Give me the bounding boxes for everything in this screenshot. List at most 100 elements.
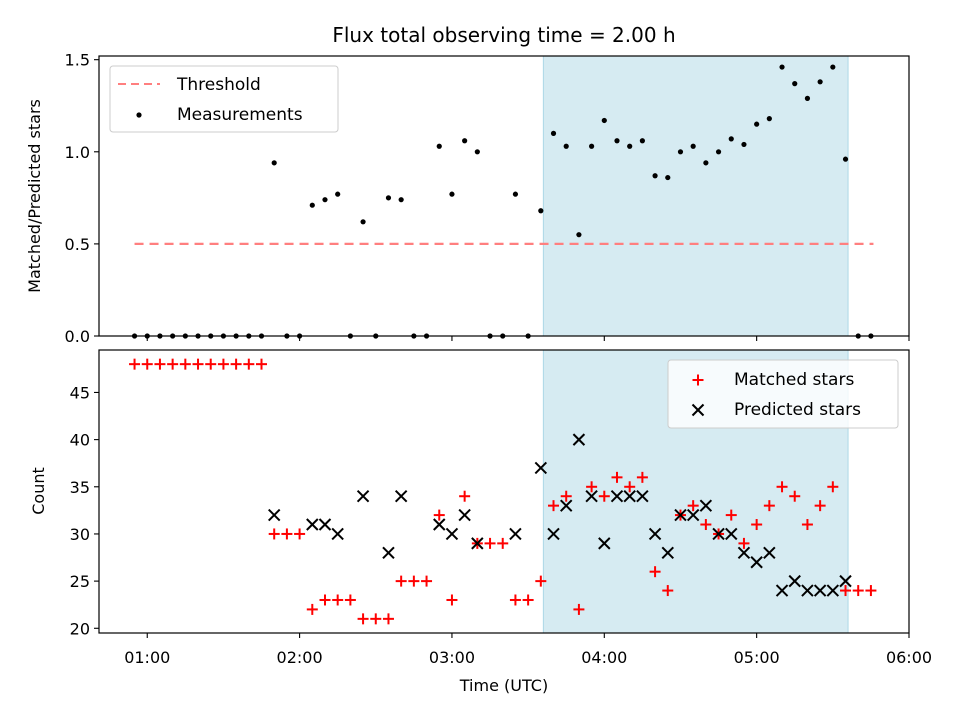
matched-point — [243, 358, 255, 370]
x-tick-label: 06:00 — [886, 648, 932, 667]
measurement-point — [576, 232, 582, 238]
measurement-point — [322, 197, 328, 203]
x-tick-label: 03:00 — [429, 648, 475, 667]
x-tick-label: 01:00 — [124, 648, 170, 667]
y-tick-label: 1.5 — [65, 51, 90, 70]
matched-point — [205, 358, 217, 370]
measurement-point — [601, 117, 607, 124]
measurement-point — [690, 143, 696, 149]
top-x-ticks — [146, 336, 910, 341]
measurement-point — [449, 191, 455, 197]
measurement-point — [512, 191, 519, 197]
predicted-point — [560, 499, 573, 512]
matched-point — [306, 603, 318, 615]
predicted-point — [839, 574, 852, 588]
predicted-point — [712, 527, 725, 541]
predicted-point — [636, 490, 649, 503]
predicted-point — [775, 584, 789, 597]
predicted-point — [598, 537, 611, 550]
matched-point — [268, 528, 280, 540]
top-legend-box — [109, 65, 339, 133]
measurement-point — [792, 81, 798, 87]
legend-measurements-label: Measurements — [177, 105, 303, 125]
predicted-point — [623, 490, 636, 503]
measurement-point — [779, 64, 785, 70]
measurement-point — [271, 160, 277, 166]
matched-point — [827, 481, 839, 493]
measurement-point — [652, 173, 658, 179]
legend-matched-swatch — [692, 374, 704, 386]
matched-point — [509, 594, 521, 606]
measurement-point — [360, 219, 366, 225]
matched-point — [497, 537, 509, 549]
y-tick-label: 45 — [70, 383, 90, 402]
predicted-point — [394, 490, 408, 503]
top-y-ticks: 0.0 0.5 1.0 1.5 — [65, 51, 99, 346]
measurement-point — [589, 143, 595, 149]
predicted-point — [331, 527, 344, 541]
predicted-point — [547, 527, 560, 541]
measurement-point — [627, 143, 633, 149]
predicted-point — [661, 546, 674, 560]
bottom-x-ticks: 01:00 02:00 03:00 04:00 05:00 06:00 — [124, 633, 932, 667]
measurement-point — [754, 121, 760, 127]
matched-point — [459, 490, 471, 502]
predicted-point — [737, 546, 751, 560]
measurement-point — [830, 64, 836, 70]
x-axis-label: Time (UTC) — [459, 676, 548, 695]
predicted-point — [674, 508, 687, 522]
matched-point — [636, 471, 648, 483]
matched-point — [852, 585, 864, 597]
matched-point — [294, 528, 306, 540]
top-panel: 0.0 0.5 1.0 1.5 Matched/Predicted stars Thr… — [25, 51, 910, 346]
matched-point — [281, 528, 293, 540]
matched-point — [421, 575, 433, 587]
bottom-y-ticks: 20 25 30 35 40 45 — [70, 383, 99, 638]
matched-point — [484, 537, 496, 549]
legend-measurements-swatch — [136, 112, 142, 118]
matched-point — [611, 471, 623, 483]
matched-point — [751, 519, 763, 531]
y-tick-label: 25 — [70, 572, 90, 591]
matched-point — [522, 594, 534, 606]
matched-point — [548, 500, 560, 512]
matched-point — [344, 594, 356, 606]
matched-point — [433, 509, 445, 521]
legend-predicted-marker — [691, 403, 705, 417]
predicted-point — [356, 490, 370, 503]
y-tick-label: 35 — [70, 478, 90, 497]
predicted-point — [648, 527, 662, 541]
matched-point — [840, 585, 852, 597]
measurement-point — [385, 195, 392, 201]
matched-point — [560, 490, 572, 502]
legend-predicted-swatch — [691, 403, 705, 417]
measurement-point — [563, 143, 569, 149]
y-tick-label: 30 — [70, 525, 90, 544]
measurement-point — [550, 130, 557, 136]
bottom-legend: Matched stars Predicted stars — [667, 359, 899, 429]
matched-point — [763, 500, 775, 512]
x-tick-label: 04:00 — [581, 648, 627, 667]
measurement-point — [728, 136, 734, 142]
predicted-point — [801, 584, 814, 597]
matched-point — [662, 585, 674, 597]
predicted-point — [267, 508, 281, 522]
matched-point — [370, 613, 382, 625]
legend-matched-label: Matched stars — [734, 370, 854, 390]
measurement-point — [462, 138, 468, 144]
matched-point — [814, 500, 826, 512]
matched-point — [776, 481, 788, 493]
matched-point — [256, 358, 268, 370]
legend-matched-marker — [692, 374, 704, 386]
bottom-panel: 20 25 30 35 40 45 01:00 02:00 03:00 04:00 05:00 06… — [29, 349, 932, 695]
measurement-point — [538, 208, 544, 214]
matched-point — [738, 537, 750, 549]
measurement-point — [804, 95, 811, 101]
predicted-point — [686, 508, 700, 522]
predicted-point — [509, 527, 522, 541]
predicted-point — [725, 527, 738, 541]
y-tick-label: 1.0 — [65, 143, 90, 162]
matched-point — [395, 575, 407, 587]
predicted-stars-series — [267, 433, 852, 597]
